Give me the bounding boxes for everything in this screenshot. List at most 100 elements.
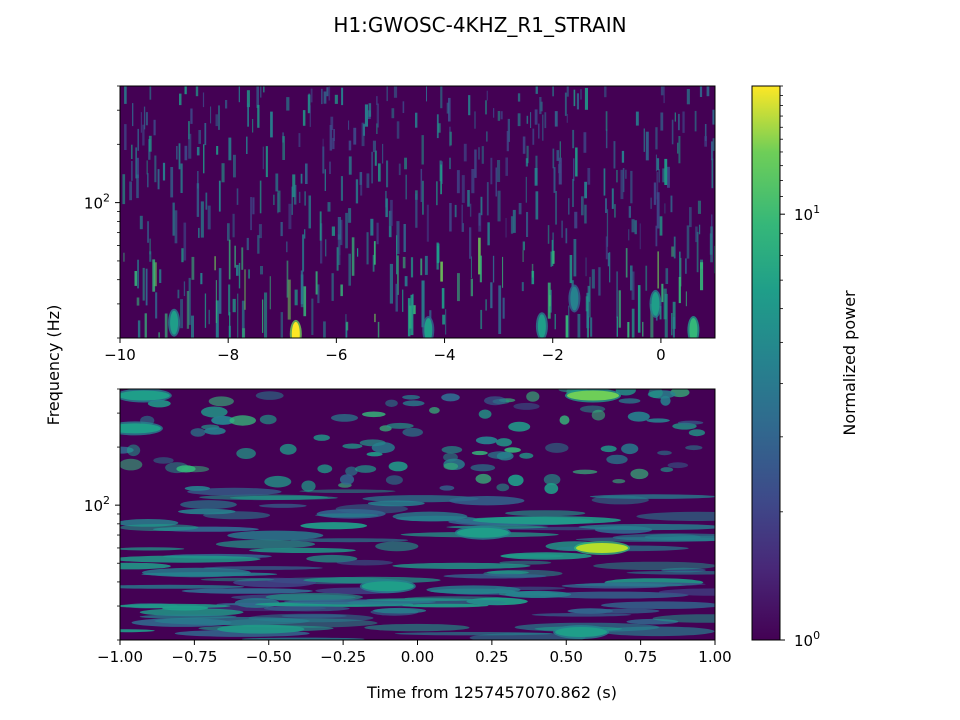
heatmap-streak	[603, 168, 606, 196]
heatmap-streak	[205, 192, 208, 210]
heatmap-blob	[355, 465, 377, 473]
heatmap-blob	[241, 637, 365, 640]
heatmap-streak	[147, 173, 149, 188]
heatmap-streak	[457, 273, 460, 302]
heatmap-streak	[413, 305, 416, 315]
heatmap-streak	[252, 119, 254, 133]
heatmap-streak	[470, 256, 472, 278]
heatmap-streak	[635, 111, 639, 126]
heatmap-streak	[234, 245, 236, 268]
heatmap-streak	[348, 208, 352, 223]
heatmap-streak	[554, 314, 556, 330]
heatmap-streak	[532, 128, 535, 145]
heatmap-streak	[665, 268, 669, 284]
heatmap-streak	[410, 257, 414, 278]
heatmap-streak	[333, 129, 335, 141]
heatmap-streak	[678, 136, 681, 164]
heatmap-blob	[543, 474, 561, 486]
heatmap-blob	[208, 396, 234, 407]
heatmap-blob	[386, 422, 414, 429]
heatmap-streak	[478, 213, 482, 232]
heatmap-blob	[336, 559, 393, 566]
heatmap-streak	[277, 192, 279, 214]
heatmap-streak	[682, 111, 685, 133]
heatmap-blob	[388, 461, 408, 472]
heatmap-streak	[436, 114, 439, 139]
heatmap-blob	[688, 429, 706, 437]
heatmap-streak	[679, 251, 681, 279]
heatmap-blob	[342, 443, 363, 449]
heatmap-blob	[470, 464, 496, 472]
heatmap-streak	[478, 237, 481, 275]
heatmap-streak	[642, 321, 644, 337]
heatmap-streak	[403, 224, 406, 252]
heatmap-streak	[164, 313, 168, 338]
heatmap-streak	[376, 103, 379, 128]
heatmap-blob	[402, 400, 425, 407]
y-axis-1: 102	[84, 85, 120, 339]
heatmap-streak	[605, 129, 608, 149]
heatmap-streak	[319, 211, 322, 241]
heatmap-streak	[535, 191, 539, 220]
heatmap-streak	[322, 138, 324, 157]
heatmap-streak	[469, 203, 472, 217]
heatmap-streak	[348, 140, 352, 151]
heatmap-streak	[625, 248, 628, 278]
heatmap-streak	[490, 157, 493, 185]
heatmap-streak	[195, 86, 199, 97]
heatmap-streak	[323, 321, 326, 338]
heatmap-hotspot	[424, 318, 433, 338]
x-tick-label: 1.00	[698, 648, 731, 666]
heatmap-streak	[196, 183, 200, 217]
heatmap-blob	[475, 436, 498, 445]
heatmap-streak	[506, 131, 509, 152]
heatmap-streak	[188, 121, 190, 140]
heatmap-streak	[376, 123, 378, 134]
heatmap-blob	[595, 608, 660, 614]
x-tick-label: −0.50	[246, 648, 292, 666]
heatmap-streak	[517, 113, 521, 127]
colorbar-frame	[751, 85, 781, 641]
heatmap-streak	[154, 155, 157, 183]
heatmap-streak	[389, 263, 393, 304]
heatmap-streak	[581, 196, 584, 216]
heatmap-streak	[614, 204, 616, 218]
heatmap-streak	[463, 143, 467, 162]
heatmap-blob	[265, 592, 363, 602]
heatmap-streak	[712, 138, 715, 151]
heatmap-streak	[269, 276, 271, 310]
heatmap-streak	[258, 224, 262, 239]
heatmap-streak	[672, 317, 675, 338]
heatmap-streak	[256, 86, 259, 108]
heatmap-streak	[522, 136, 526, 154]
heatmap-streak	[704, 136, 707, 147]
heatmap-blob	[441, 446, 463, 454]
x-tick-label: −4	[433, 346, 455, 364]
heatmap-blob	[531, 613, 632, 617]
heatmap-streak	[502, 297, 505, 319]
heatmap-streak	[539, 97, 542, 115]
heatmap-streak	[260, 86, 262, 98]
heatmap-streak	[345, 212, 348, 249]
heatmap-streak	[324, 169, 326, 191]
heatmap-streak	[402, 289, 404, 312]
heatmap-streak	[590, 317, 593, 337]
heatmap-streak	[522, 241, 525, 251]
heatmap-streak	[340, 176, 343, 201]
heatmap-streak	[135, 147, 137, 179]
heatmap-blob	[484, 396, 507, 406]
heatmap-streak	[470, 278, 473, 297]
heatmap-streak	[584, 181, 587, 199]
heatmap-streak	[706, 86, 710, 97]
heatmap-streak	[300, 274, 304, 308]
heatmap-hotspot	[120, 390, 170, 401]
heatmap-streak	[225, 100, 228, 109]
heatmap-streak	[227, 223, 230, 241]
heatmap-streak	[215, 280, 217, 323]
heatmap-streak	[565, 315, 569, 338]
heatmap-blob	[496, 451, 514, 461]
heatmap-blob	[606, 454, 628, 465]
heatmap-streak	[361, 122, 365, 147]
heatmap-streak	[198, 130, 201, 144]
heatmap-streak	[340, 284, 343, 297]
